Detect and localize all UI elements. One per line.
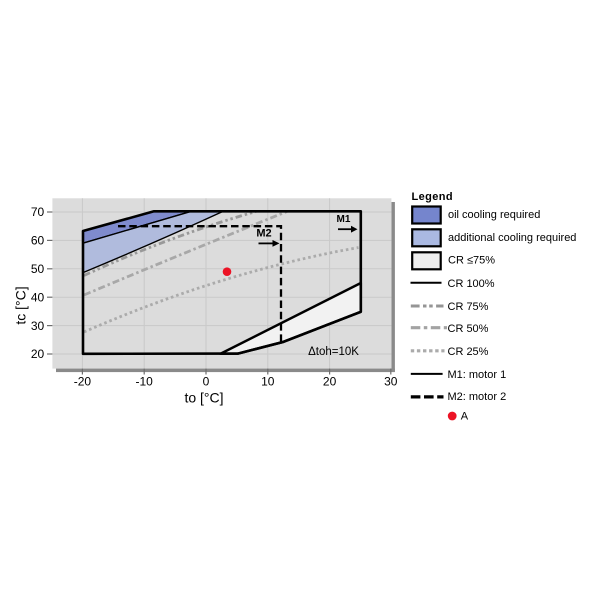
svg-text:20: 20 [323,375,337,389]
svg-text:CR ≤75%: CR ≤75% [448,254,495,266]
svg-text:30: 30 [31,319,45,333]
svg-text:A: A [461,411,469,423]
svg-text:additional cooling required: additional cooling required [448,232,576,244]
svg-text:CR 50%: CR 50% [448,323,489,335]
svg-text:-20: -20 [74,375,92,389]
svg-text:M2: motor 2: M2: motor 2 [448,391,507,403]
svg-text:50: 50 [31,262,45,276]
svg-text:-10: -10 [136,375,154,389]
svg-text:CR 100%: CR 100% [448,278,495,290]
svg-text:to [°C]: to [°C] [184,390,223,406]
svg-text:70: 70 [31,205,45,219]
svg-text:40: 40 [31,290,45,304]
svg-text:M1: motor 1: M1: motor 1 [448,369,507,381]
svg-text:30: 30 [384,375,398,389]
svg-text:M2: M2 [256,228,271,240]
svg-text:10: 10 [261,375,275,389]
svg-text:Δtoh=10K: Δtoh=10K [308,346,359,358]
svg-text:60: 60 [31,234,45,248]
svg-text:CR 25%: CR 25% [448,346,489,358]
svg-text:M1: M1 [337,214,351,225]
svg-text:oil cooling required: oil cooling required [448,209,540,221]
svg-text:0: 0 [203,375,210,389]
svg-text:tc [°C]: tc [°C] [12,286,28,324]
svg-text:CR 75%: CR 75% [448,301,489,313]
svg-text:Legend: Legend [412,191,454,203]
svg-text:20: 20 [31,347,45,361]
